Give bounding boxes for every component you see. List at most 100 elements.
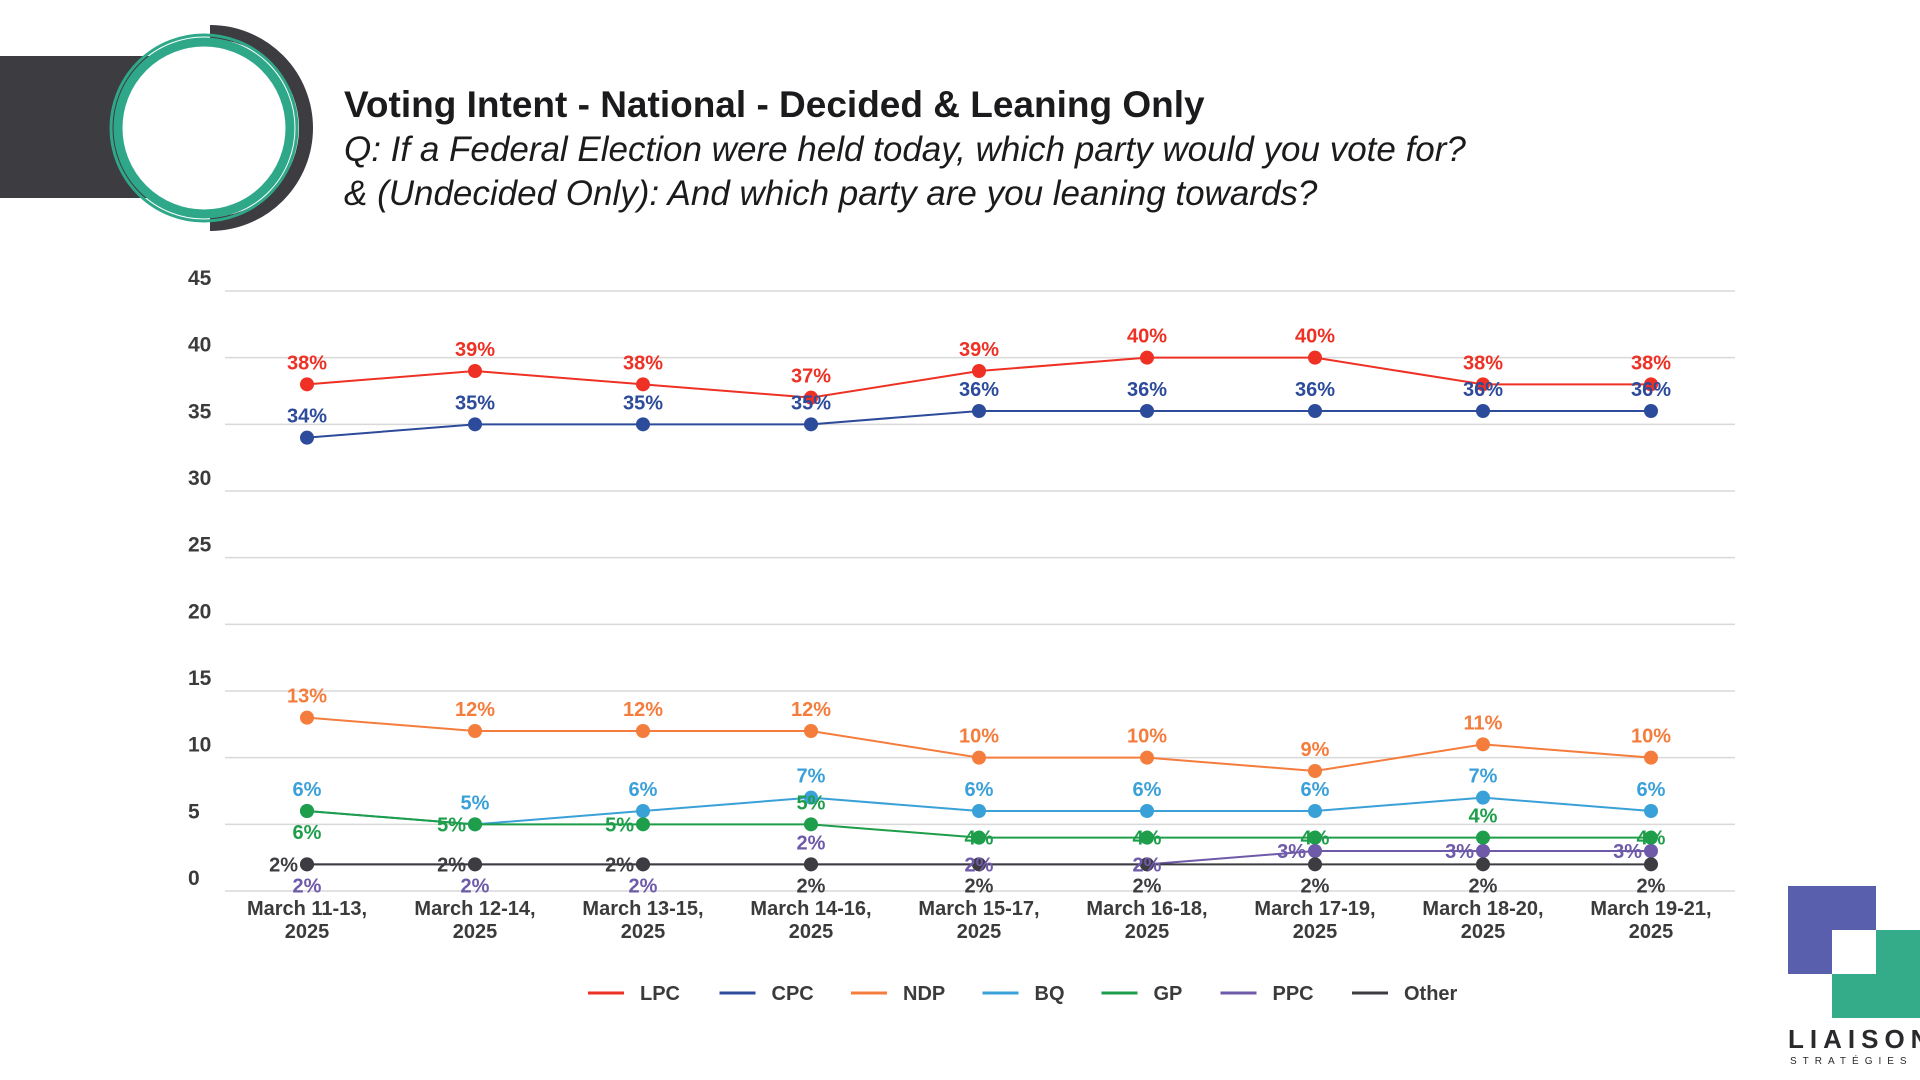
data-label-other: 2% — [1469, 875, 1498, 897]
x-tick-label: 2025 — [621, 921, 666, 943]
data-point-other — [972, 857, 986, 872]
data-point-lpc — [972, 364, 986, 378]
data-label-cpc: 35% — [623, 392, 663, 414]
x-tick-label: 2025 — [1293, 921, 1338, 943]
y-tick-label: 35 — [188, 400, 212, 423]
data-label-ppc: 3% — [1613, 841, 1642, 863]
data-label-other: 2% — [269, 854, 298, 876]
data-label-gp: 5% — [797, 792, 826, 814]
x-tick-label: March 15-17, — [918, 898, 1039, 920]
liaison-logo-icon — [1788, 886, 1920, 1018]
legend-label-cpc: CPC — [772, 983, 814, 1005]
chart-header: Voting Intent - National - Decided & Lea… — [344, 82, 1466, 216]
y-tick-label: 40 — [188, 334, 211, 357]
data-label-ndp: 12% — [791, 699, 831, 721]
x-tick-label: 2025 — [789, 921, 834, 943]
x-tick-label: 2025 — [1461, 921, 1506, 943]
data-point-ndp — [636, 724, 650, 738]
data-point-ndp — [1644, 750, 1658, 765]
data-point-ndp — [1140, 750, 1154, 765]
data-label-cpc: 36% — [1127, 379, 1167, 401]
logo-subtext: STRATÉGIES — [1790, 1056, 1913, 1067]
data-label-bq: 5% — [461, 792, 490, 814]
data-point-other — [804, 857, 818, 872]
data-point-cpc — [1644, 404, 1658, 418]
data-label-other: 2% — [605, 854, 634, 876]
data-label-lpc: 38% — [1631, 352, 1671, 374]
data-label-cpc: 35% — [791, 392, 831, 414]
data-point-cpc — [972, 404, 986, 418]
data-point-cpc — [804, 417, 818, 432]
data-point-bq — [1476, 790, 1490, 805]
data-label-bq: 7% — [1469, 766, 1498, 788]
data-point-ppc — [1644, 844, 1658, 858]
data-label-lpc: 40% — [1295, 326, 1335, 348]
data-label-lpc: 39% — [959, 339, 999, 361]
data-label-lpc: 38% — [287, 352, 327, 374]
data-label-bq: 6% — [629, 779, 658, 801]
header-decor-ring — [109, 25, 313, 231]
legend-label-ndp: NDP — [903, 983, 945, 1005]
data-label-ppc: 3% — [1277, 841, 1306, 863]
y-tick-label: 0 — [188, 867, 200, 890]
data-label-lpc: 37% — [791, 366, 831, 388]
x-tick-label: March 12-14, — [414, 898, 535, 920]
x-tick-label: March 16-18, — [1086, 898, 1207, 920]
data-label-ndp: 13% — [287, 686, 327, 708]
data-point-ndp — [468, 724, 482, 738]
y-tick-label: 15 — [188, 667, 212, 690]
data-point-other — [636, 857, 650, 872]
data-point-gp — [1140, 830, 1154, 845]
data-point-ndp — [1476, 737, 1490, 752]
data-point-cpc — [1140, 404, 1154, 418]
data-label-cpc: 36% — [959, 379, 999, 401]
data-point-lpc — [1308, 350, 1322, 365]
data-label-cpc: 36% — [1295, 379, 1335, 401]
x-tick-label: 2025 — [285, 921, 330, 943]
chart-subtitle-line-2: & (Undecided Only): And which party are … — [344, 174, 1318, 213]
y-tick-label: 5 — [188, 800, 200, 823]
data-label-ndp: 9% — [1301, 739, 1330, 761]
data-label-gp: 4% — [965, 828, 994, 850]
data-label-ppc: 2% — [965, 854, 994, 876]
data-point-ndp — [1308, 764, 1322, 778]
data-label-gp: 6% — [293, 822, 322, 844]
data-point-bq — [1140, 804, 1154, 818]
x-tick-label: March 11-13, — [247, 898, 367, 920]
data-point-bq — [972, 804, 986, 818]
data-point-other — [468, 857, 482, 872]
data-label-ppc: 2% — [797, 832, 826, 854]
legend-label-bq: BQ — [1035, 983, 1065, 1005]
legend-label-gp: GP — [1154, 983, 1183, 1005]
data-label-other: 2% — [1637, 875, 1666, 897]
data-label-gp: 4% — [1637, 828, 1666, 850]
data-label-bq: 6% — [293, 779, 322, 801]
data-point-gp — [1476, 830, 1490, 845]
data-point-lpc — [1644, 377, 1658, 392]
data-point-gp — [468, 817, 482, 832]
x-tick-label: March 14-16, — [750, 898, 871, 920]
data-label-cpc: 35% — [455, 392, 495, 414]
data-point-lpc — [636, 377, 650, 392]
data-point-bq — [1308, 804, 1322, 818]
data-point-cpc — [1308, 404, 1322, 418]
chart-title: Voting Intent - National - Decided & Lea… — [344, 84, 1205, 125]
y-tick-label: 45 — [188, 267, 212, 290]
data-point-other — [1308, 857, 1322, 872]
legend-label-ppc: PPC — [1273, 983, 1314, 1005]
data-point-ppc — [1308, 844, 1322, 858]
data-label-ndp: 12% — [455, 699, 495, 721]
data-label-bq: 6% — [1637, 779, 1666, 801]
data-label-other: 2% — [1133, 875, 1162, 897]
data-point-lpc — [804, 390, 818, 405]
y-tick-label: 30 — [188, 467, 211, 490]
x-tick-label: 2025 — [1125, 921, 1170, 943]
data-point-gp — [804, 817, 818, 832]
data-label-ndp: 11% — [1464, 712, 1503, 734]
data-point-lpc — [1476, 377, 1490, 392]
data-point-bq — [636, 804, 650, 818]
data-label-gp: 4% — [1469, 806, 1498, 828]
data-point-gp — [1308, 830, 1322, 845]
data-label-other: 2% — [437, 854, 466, 876]
